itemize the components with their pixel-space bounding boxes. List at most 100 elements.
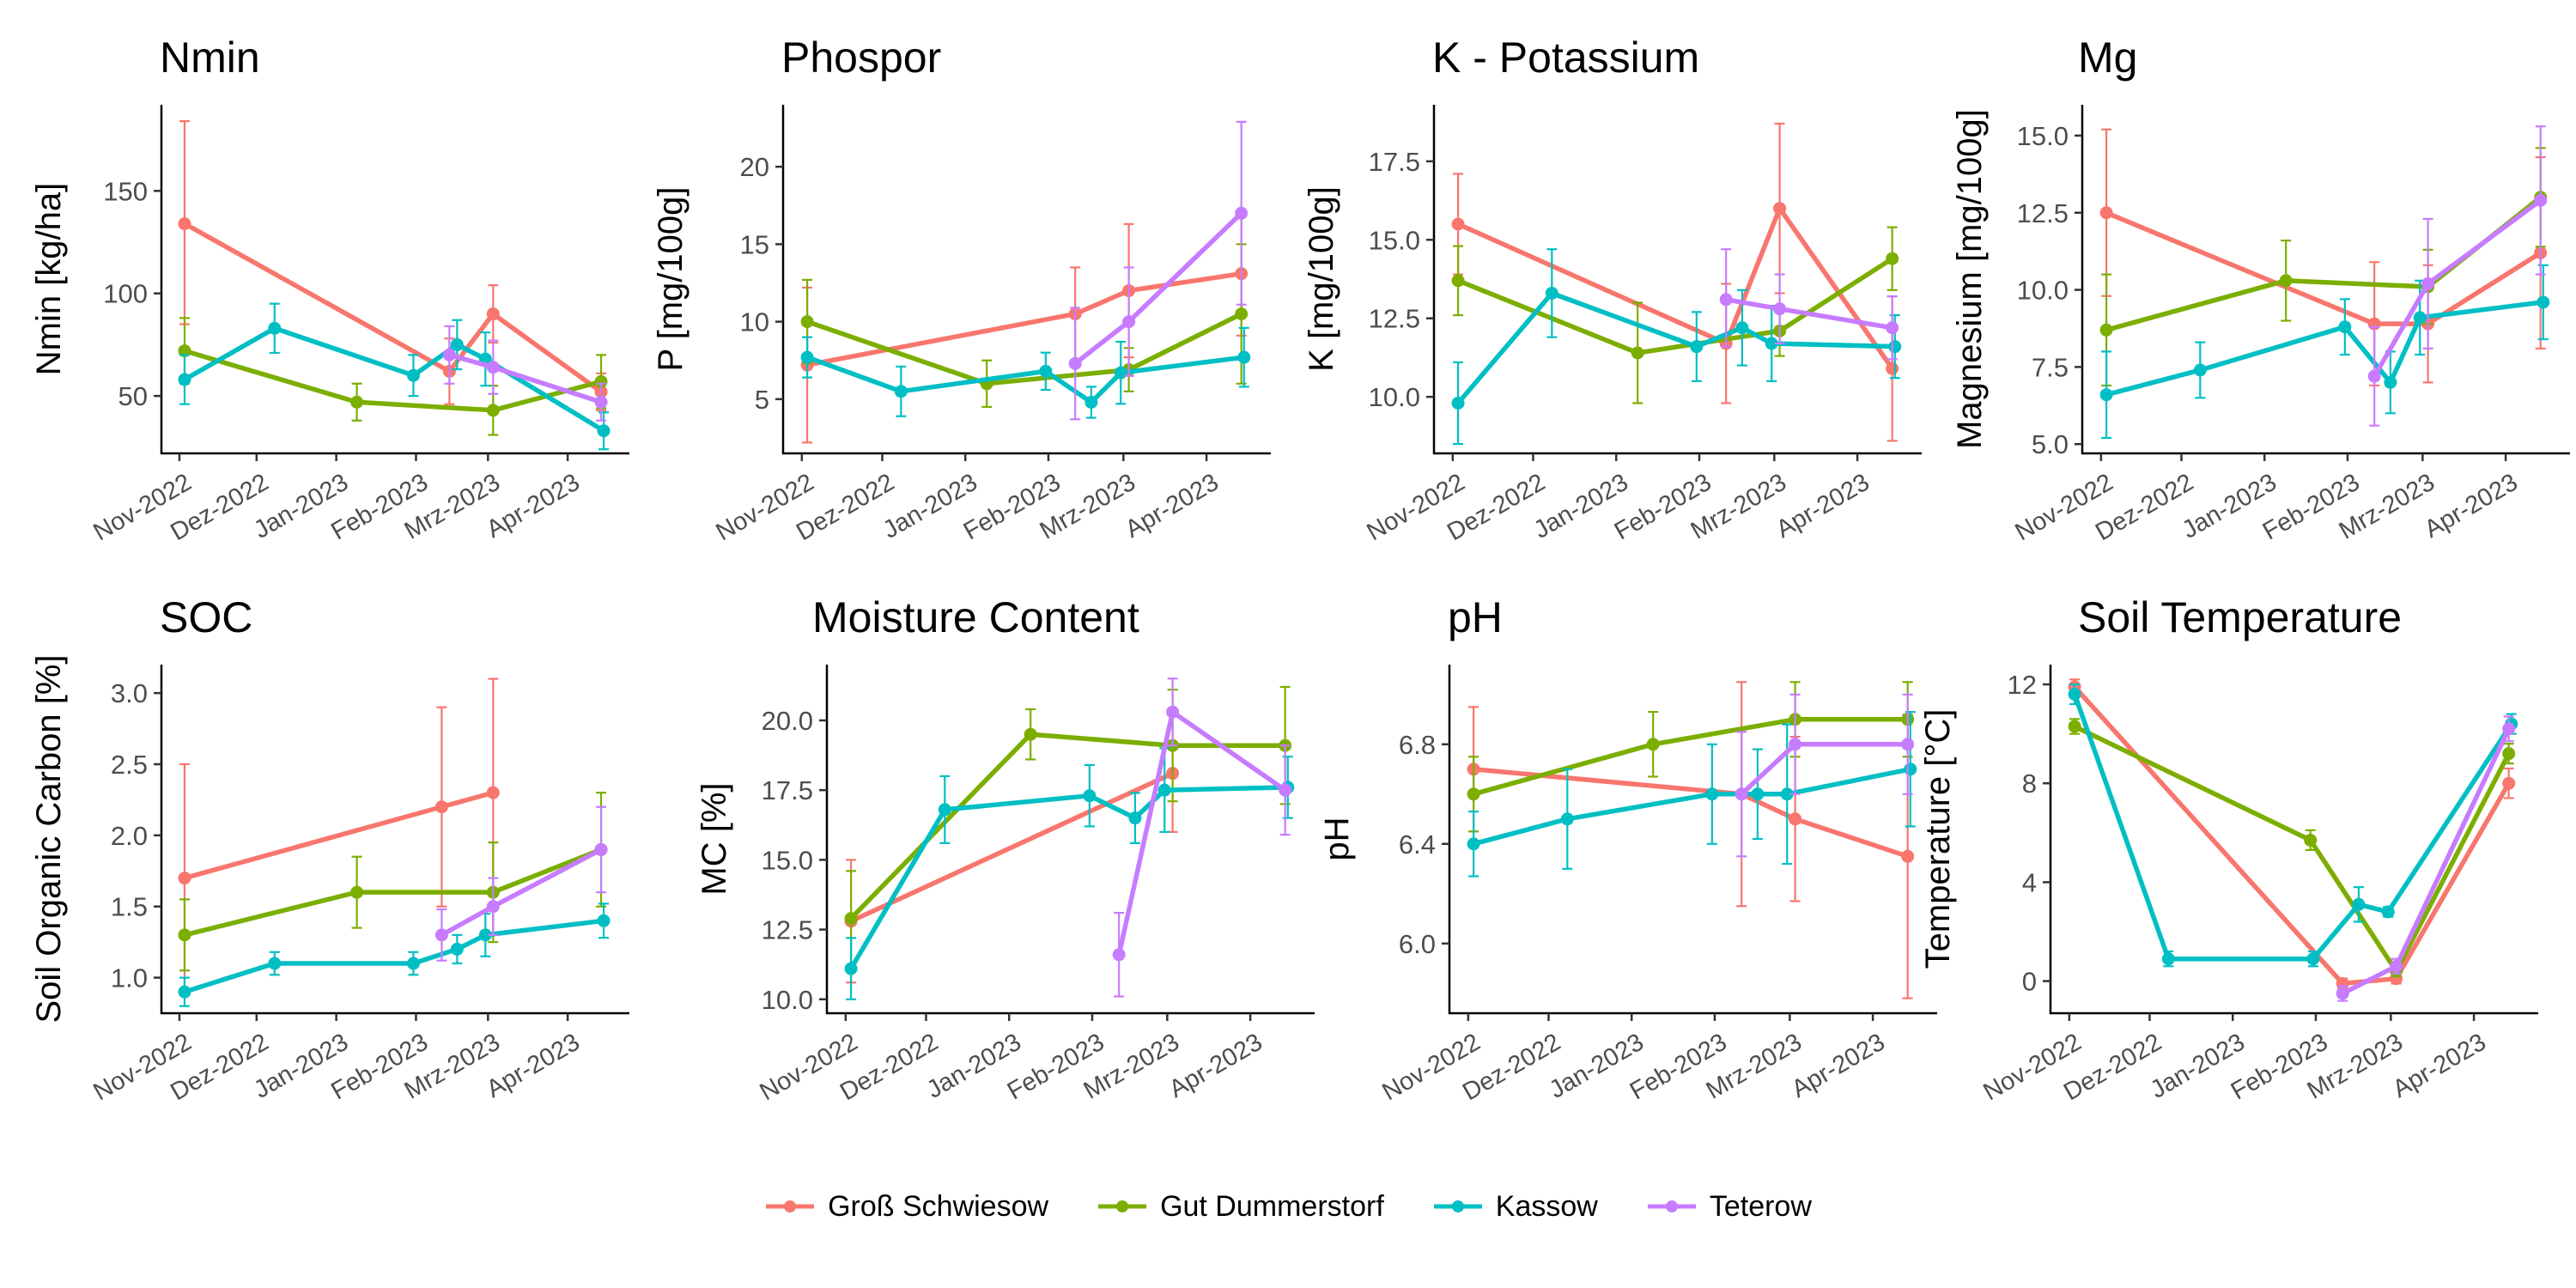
- data-point: [1235, 206, 1249, 220]
- y-axis-label: Temperature [°C]: [1919, 709, 1957, 969]
- series-line: [1471, 767, 1911, 860]
- data-point: [1122, 315, 1136, 329]
- series-kassow: [844, 747, 1295, 1000]
- legend-label: Gut Dummerstorf: [1160, 1189, 1384, 1223]
- data-point: [442, 348, 456, 361]
- y-axis-label: MC [%]: [696, 782, 733, 895]
- data-point: [1901, 738, 1915, 751]
- data-point: [597, 424, 611, 438]
- panel-title: Moisture Content: [812, 593, 1139, 641]
- data-point: [486, 307, 500, 321]
- data-point: [800, 315, 814, 329]
- data-point: [1773, 202, 1787, 216]
- data-point: [1279, 783, 1292, 797]
- data-point: [1789, 738, 1802, 751]
- y-tick-label: 15.0: [2017, 121, 2069, 151]
- legend-item-kassow: Kassow: [1432, 1190, 1598, 1224]
- series-gross-schwiesow: [178, 677, 500, 993]
- series-kassow: [2099, 264, 2550, 440]
- data-point: [2099, 323, 2113, 337]
- data-point: [450, 942, 464, 956]
- y-tick-label: 10.0: [1369, 382, 1420, 412]
- y-tick-label: 12: [2008, 670, 2037, 700]
- data-point: [1690, 340, 1704, 354]
- data-point: [1467, 787, 1480, 801]
- data-point: [1646, 738, 1660, 751]
- data-point: [178, 373, 191, 386]
- data-point: [2099, 206, 2113, 220]
- series-line: [805, 355, 1247, 405]
- data-point: [1789, 812, 1802, 826]
- data-point: [2068, 688, 2081, 702]
- data-point: [2413, 311, 2427, 325]
- data-point: [2279, 274, 2293, 288]
- series-teterow: [1112, 677, 1292, 998]
- y-tick-label: 6.0: [1399, 929, 1436, 959]
- series-gross-schwiesow: [800, 210, 1249, 444]
- data-point: [2537, 295, 2550, 309]
- series-gut-dummerstorf: [1467, 681, 1915, 833]
- data-point: [2193, 363, 2207, 377]
- data-point: [2306, 952, 2320, 966]
- data-point: [894, 385, 908, 398]
- data-point: [450, 337, 464, 351]
- data-point: [1888, 340, 1902, 354]
- data-point: [2099, 388, 2113, 402]
- data-point: [2161, 952, 2175, 966]
- data-point: [268, 957, 282, 970]
- data-point: [434, 928, 448, 942]
- legend-label: Groß Schwiesow: [828, 1189, 1049, 1223]
- data-point: [1166, 705, 1180, 719]
- series-line: [2104, 300, 2546, 398]
- data-point: [350, 395, 364, 409]
- y-tick-label: 0: [2022, 967, 2037, 997]
- data-point: [1467, 837, 1480, 851]
- data-point: [1886, 252, 1899, 265]
- data-point: [2338, 320, 2352, 334]
- data-point: [1084, 395, 1098, 409]
- panel-moisture-content: Moisture Content MC [%] 10.0 12.5 15.0 17.5 20…: [696, 593, 1315, 1106]
- series-line: [182, 847, 604, 938]
- series-kassow: [1451, 248, 1902, 446]
- y-axis-label: K [mg/100g]: [1303, 186, 1340, 372]
- data-point: [1719, 293, 1733, 307]
- series-kassow: [800, 326, 1251, 419]
- data-point: [406, 368, 420, 382]
- x-tick-label: Apr-2023: [2388, 1029, 2490, 1103]
- y-tick-label: 20.0: [762, 706, 813, 736]
- legend: Groß Schwiesow Gut Dummerstorf Kassow Te…: [0, 1176, 2576, 1236]
- data-point: [486, 404, 500, 417]
- data-point: [350, 885, 364, 899]
- legend-label: Teterow: [1709, 1189, 1812, 1223]
- y-tick-label: 7.5: [2032, 352, 2069, 382]
- series-line: [848, 785, 1291, 971]
- data-point: [1901, 849, 1915, 863]
- data-point: [1765, 337, 1778, 350]
- y-tick-label: 17.5: [1369, 147, 1420, 177]
- series-gross-schwiesow: [2099, 128, 2548, 387]
- data-point: [1773, 302, 1787, 316]
- legend-key-teterow: [1647, 1200, 1696, 1212]
- legend-item-gut-dummerstorf: Gut Dummerstorf: [1097, 1190, 1384, 1224]
- y-tick-label: 2.5: [111, 750, 148, 780]
- y-tick-label: 1.5: [111, 892, 148, 922]
- data-point: [1235, 307, 1249, 321]
- series-line: [1455, 290, 1898, 406]
- x-tick-label: Apr-2023: [2420, 469, 2522, 544]
- y-axis-label: Magnesium [mg/100g]: [1951, 109, 1989, 449]
- panel-title: Phospor: [781, 33, 941, 82]
- data-point: [178, 217, 191, 231]
- data-point: [1560, 812, 1574, 826]
- series-gut-dummerstorf: [2099, 147, 2548, 387]
- y-tick-label: 15.0: [1369, 225, 1420, 255]
- data-point: [1157, 783, 1171, 797]
- series-gut-dummerstorf: [2068, 718, 2516, 978]
- y-axis-label: Nmin [kg/ha]: [30, 183, 68, 376]
- y-tick-label: 2.0: [111, 821, 148, 851]
- data-point: [1451, 396, 1465, 410]
- series-line: [848, 732, 1288, 921]
- legend-item-teterow: Teterow: [1646, 1190, 1812, 1224]
